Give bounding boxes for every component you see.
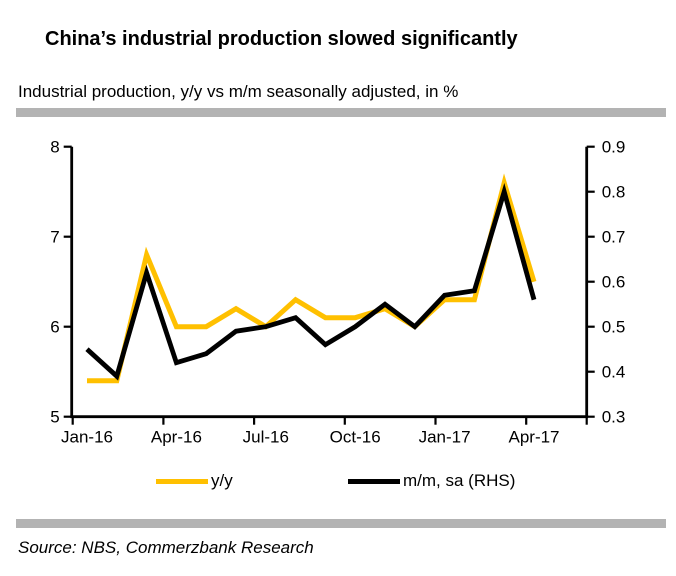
chart-subtitle: Industrial production, y/y vs m/m season… [18,82,459,101]
right-axis-label: 0.9 [602,138,626,157]
right-axis-label: 0.4 [602,363,626,382]
source-note: Source: NBS, Commerzbank Research [18,538,314,557]
series-line-yy [87,173,537,384]
x-axis-label: Jan-16 [61,428,113,447]
legend-item-mm-sa: m/m, sa (RHS) [348,471,515,491]
legend-label-mm-sa: m/m, sa (RHS) [403,471,516,490]
chart-title: China’s industrial production slowed sig… [45,28,518,50]
divider-bottom [16,519,666,528]
left-axis-label: 6 [50,318,59,337]
series-line-mm-sa [85,183,537,381]
x-axis-label: Apr-17 [508,428,559,447]
legend-item-yy: y/y [156,471,233,491]
x-axis-label: Oct-16 [330,428,381,447]
divider-top [16,108,666,117]
x-axis-label: Jan-17 [419,428,471,447]
legend-swatch-yy-icon [156,478,208,484]
legend-swatch-mm-sa-icon [348,478,400,484]
right-axis-label: 0.8 [602,183,626,202]
left-axis-label: 8 [50,138,59,157]
right-axis-label: 0.5 [602,318,626,337]
right-axis-label: 0.3 [602,408,626,427]
left-axis-label: 7 [50,228,59,247]
left-axis-label: 5 [50,408,59,427]
x-axis-label: Jul-16 [243,428,289,447]
line-chart: 5 6 7 8 0.3 0.4 0.5 0.6 0.7 0.8 0.9 Jan-16 Apr-16 Jul… [50,138,626,447]
right-axis-label: 0.7 [602,228,626,247]
x-axis-label: Apr-16 [151,428,202,447]
right-axis-label: 0.6 [602,273,626,292]
legend-label-yy: y/y [211,471,233,490]
